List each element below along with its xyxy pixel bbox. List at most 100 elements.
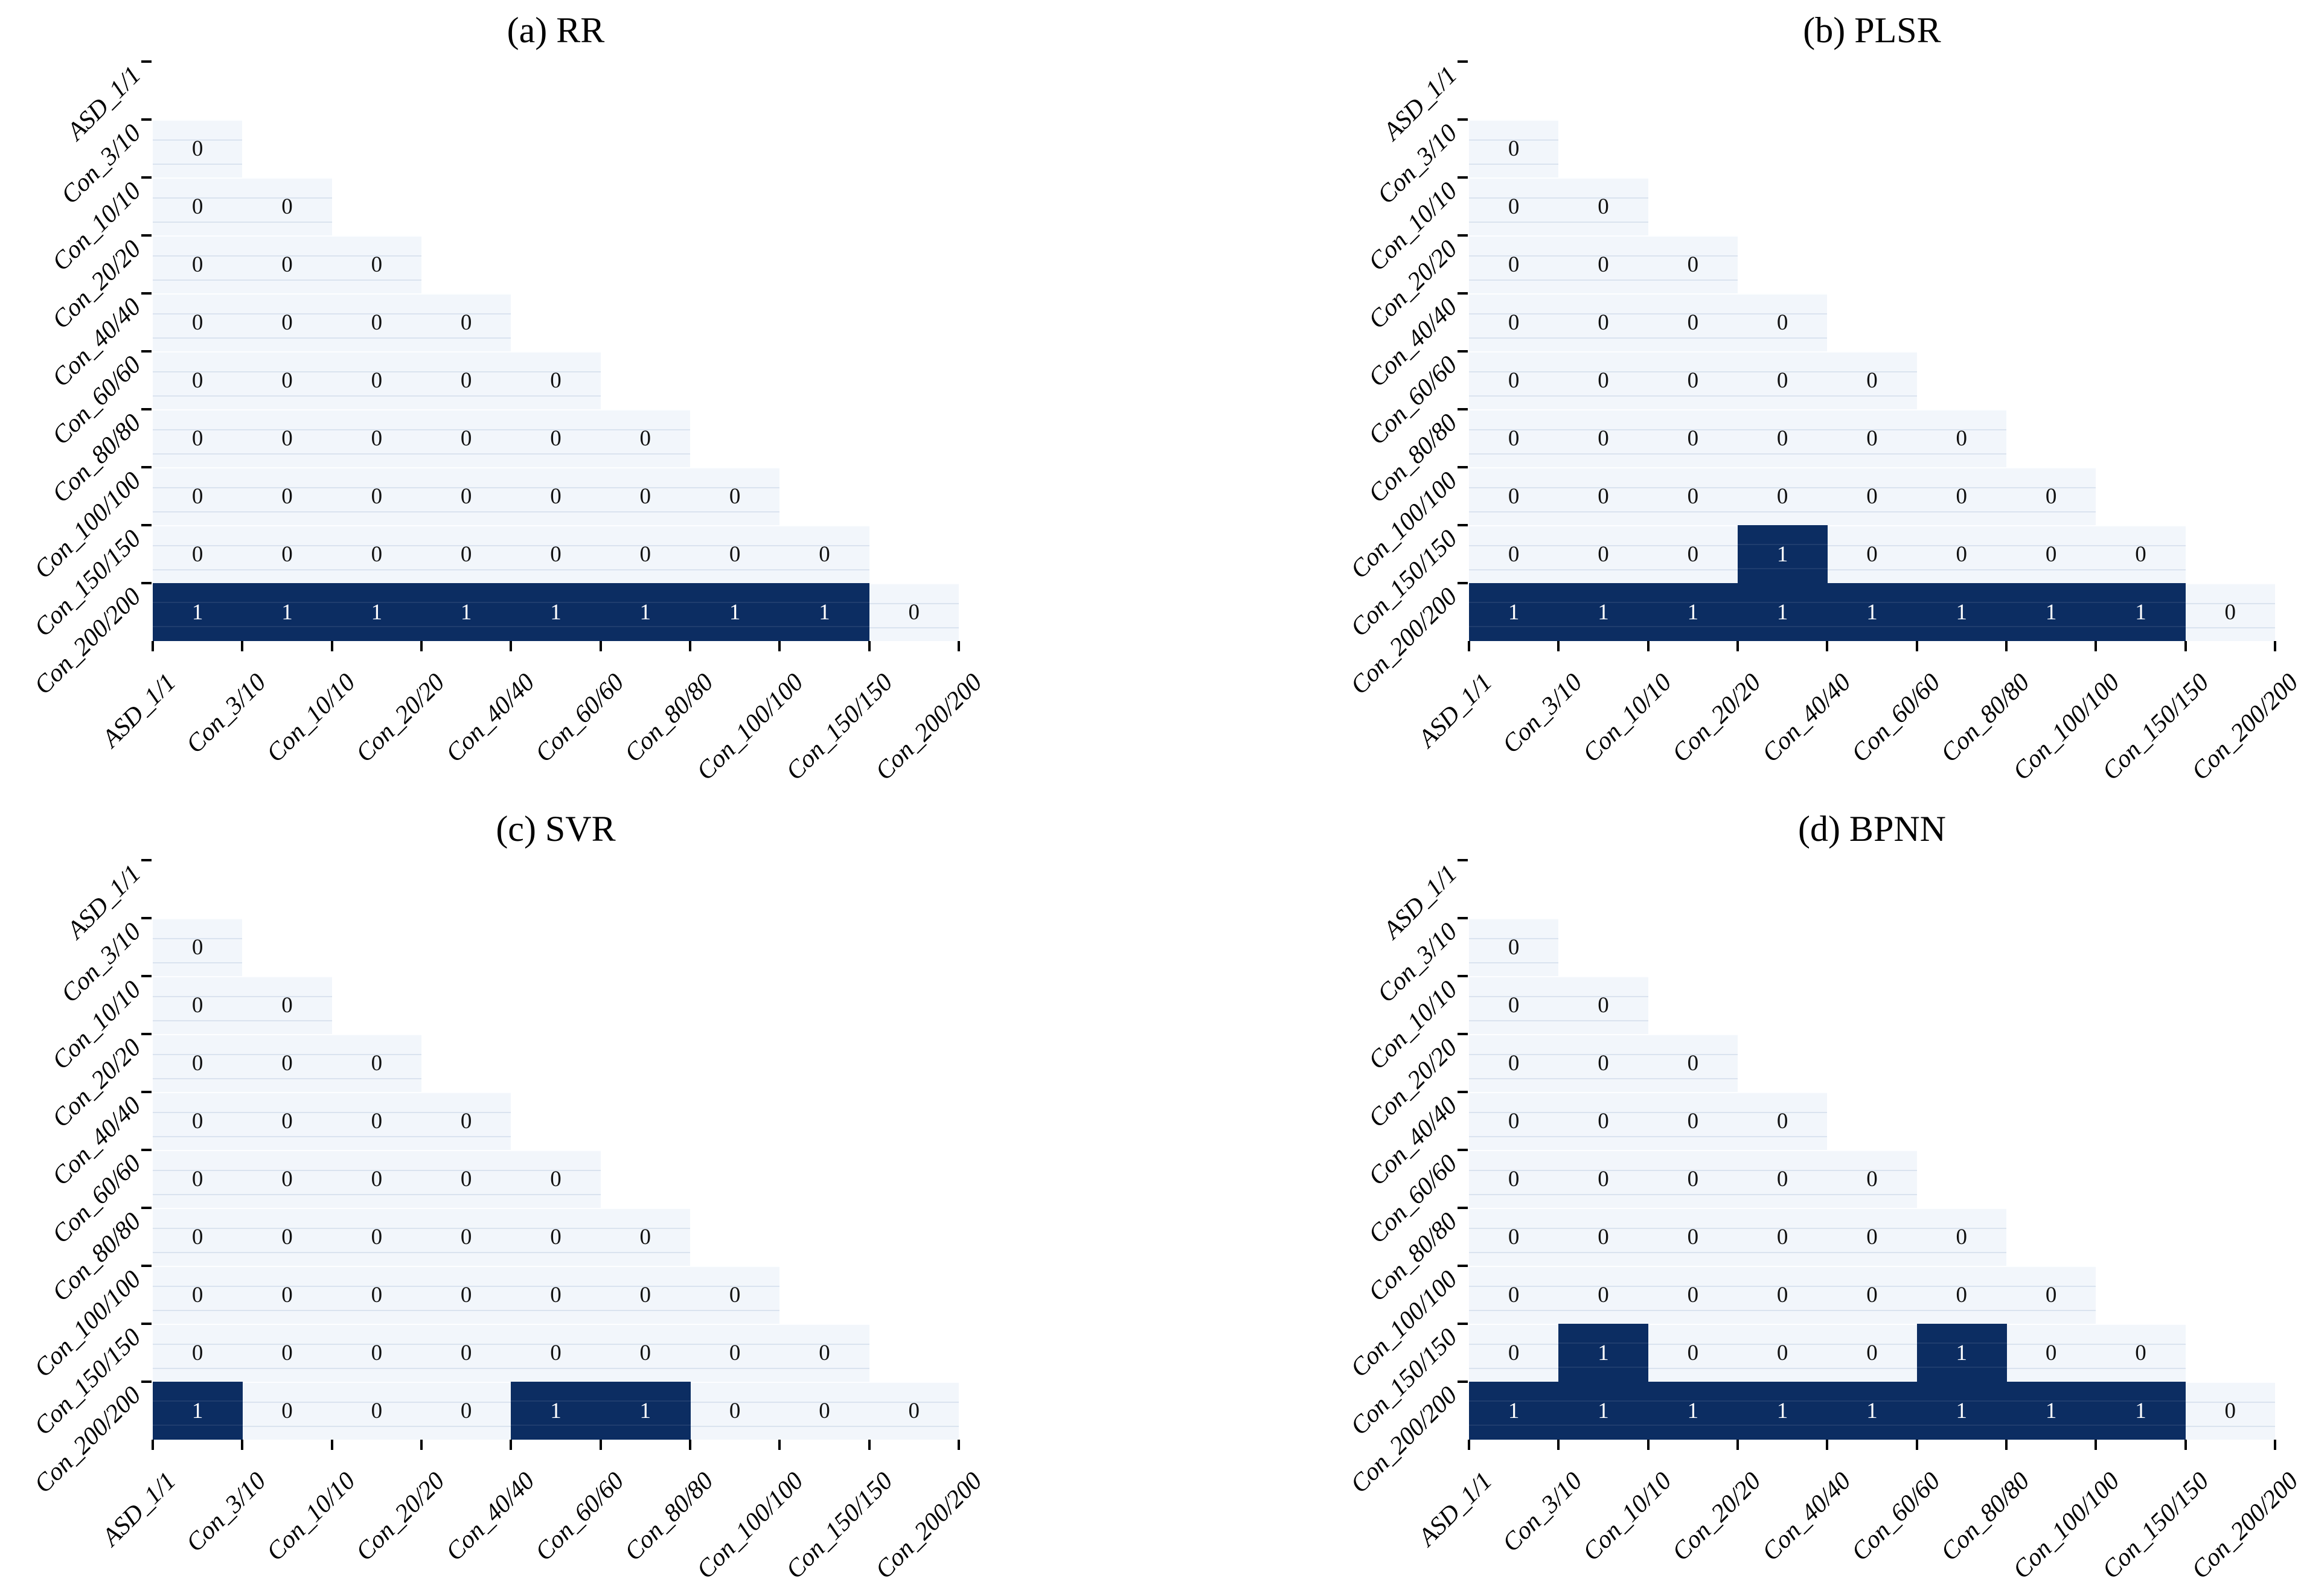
panel-title-b: (b) PLSR — [1803, 10, 1941, 50]
heatmap-cell-significant — [1469, 1382, 1560, 1440]
cell-value: 1 — [2135, 1398, 2146, 1423]
cell-value: 0 — [1866, 1340, 1878, 1365]
cell-value: 0 — [191, 426, 203, 451]
cell-value: 0 — [281, 368, 293, 393]
x-tick-mark — [330, 641, 333, 651]
cell-value: 0 — [371, 541, 383, 567]
heatmap-cell-significant — [779, 583, 870, 641]
x-tick-mark — [1826, 1440, 1829, 1450]
x-tick-mark — [2184, 641, 2187, 651]
x-tick-mark — [1468, 1440, 1470, 1450]
x-tick-mark — [1736, 1440, 1739, 1450]
cell-value: 0 — [191, 194, 203, 219]
heatmap-cell-significant — [1558, 583, 1649, 641]
cell-value: 0 — [1508, 1224, 1520, 1250]
cell-value: 0 — [1508, 136, 1520, 161]
y-tick-mark — [141, 234, 152, 237]
x-tick-label: Con_80/80 — [1936, 1467, 2035, 1566]
panel-title-c: (c) SVR — [496, 809, 616, 849]
cell-value: 0 — [550, 1224, 562, 1250]
x-tick-label: Con_80/80 — [1936, 668, 2035, 768]
x-tick-mark — [868, 1440, 871, 1450]
cell-value: 0 — [1866, 368, 1878, 393]
cell-value: 0 — [281, 1108, 293, 1134]
x-tick-label: Con_80/80 — [619, 668, 719, 768]
cell-value: 0 — [1956, 426, 1968, 451]
x-tick-mark — [2273, 1440, 2276, 1450]
cell-value: 0 — [281, 1166, 293, 1192]
x-tick-mark — [1915, 641, 1918, 651]
cell-value: 0 — [1866, 541, 1878, 567]
cell-value: 0 — [1956, 1282, 1968, 1307]
x-tick-mark — [1647, 1440, 1650, 1450]
cell-value: 0 — [281, 426, 293, 451]
cell-value: 0 — [908, 1398, 920, 1423]
cell-value: 0 — [639, 541, 651, 567]
cell-value: 0 — [2224, 599, 2236, 625]
heatmap-row — [153, 525, 869, 583]
cell-value: 1 — [550, 599, 562, 625]
cell-value: 0 — [729, 1282, 741, 1307]
cell-value: 1 — [191, 599, 203, 625]
cell-value: 0 — [1866, 1224, 1878, 1250]
cell-value: 0 — [1956, 484, 1968, 509]
y-tick-mark — [1458, 859, 1468, 861]
cell-value: 1 — [1687, 1398, 1699, 1423]
heatmap-cell-significant — [1648, 1382, 1738, 1440]
cell-value: 0 — [1508, 1050, 1520, 1076]
cell-value: 0 — [819, 1340, 830, 1365]
heatmap-row — [153, 918, 243, 976]
heatmap-cell-significant — [242, 583, 333, 641]
heatmap-row — [153, 976, 332, 1034]
y-tick-mark — [1458, 1207, 1468, 1209]
cell-value: 0 — [191, 368, 203, 393]
cell-value: 0 — [1508, 992, 1520, 1018]
y-tick-mark — [1458, 917, 1468, 919]
heatmap-row — [153, 1324, 869, 1382]
cell-value: 0 — [1598, 252, 1609, 277]
cell-value: 0 — [1687, 484, 1699, 509]
heatmap-cell-significant — [1827, 1382, 1918, 1440]
cell-value: 0 — [191, 484, 203, 509]
cell-value: 0 — [460, 541, 472, 567]
y-tick-mark — [1458, 975, 1468, 977]
heatmap-row — [1469, 409, 2006, 467]
x-tick-mark — [1557, 1440, 1560, 1450]
cell-value: 0 — [191, 252, 203, 277]
cell-value: 0 — [371, 1166, 383, 1192]
cell-value: 0 — [460, 484, 472, 509]
panel-title-d: (d) BPNN — [1797, 809, 1946, 849]
cell-value: 1 — [639, 599, 651, 625]
x-tick-label: Con_60/60 — [1846, 668, 1946, 768]
x-tick-mark — [688, 1440, 691, 1450]
cell-value: 0 — [371, 484, 383, 509]
x-tick-label: Con_80/80 — [619, 1467, 719, 1566]
cell-value: 0 — [550, 1340, 562, 1365]
cell-value: 0 — [1866, 484, 1878, 509]
heatmap-cell-significant — [2096, 583, 2186, 641]
cell-value: 1 — [1598, 599, 1609, 625]
x-tick-label: Con_10/10 — [1577, 668, 1677, 768]
x-tick-mark — [2005, 641, 2008, 651]
cell-value: 1 — [729, 599, 741, 625]
heatmap-cell-significant — [153, 1382, 243, 1440]
heatmap-cell-significant — [1558, 1382, 1649, 1440]
x-tick-label: ASD_1/1 — [97, 668, 182, 753]
cell-value: 0 — [1598, 1224, 1609, 1250]
cell-value: 0 — [371, 1340, 383, 1365]
cell-value: 1 — [639, 1398, 651, 1423]
heatmap-cell-significant — [1916, 583, 2007, 641]
y-tick-mark — [1458, 118, 1468, 121]
cell-value: 0 — [371, 252, 383, 277]
y-tick-mark — [1458, 524, 1468, 526]
cell-value: 0 — [1598, 1108, 1609, 1134]
cell-value: 0 — [1598, 310, 1609, 335]
x-tick-label: Con_3/10 — [181, 1467, 272, 1557]
cell-value: 0 — [1956, 541, 1968, 567]
cell-value: 0 — [1508, 1340, 1520, 1365]
cell-value: 0 — [1508, 252, 1520, 277]
cell-value: 0 — [550, 426, 562, 451]
cell-value: 0 — [1687, 1282, 1699, 1307]
x-tick-label: Con_20/20 — [351, 1467, 450, 1566]
